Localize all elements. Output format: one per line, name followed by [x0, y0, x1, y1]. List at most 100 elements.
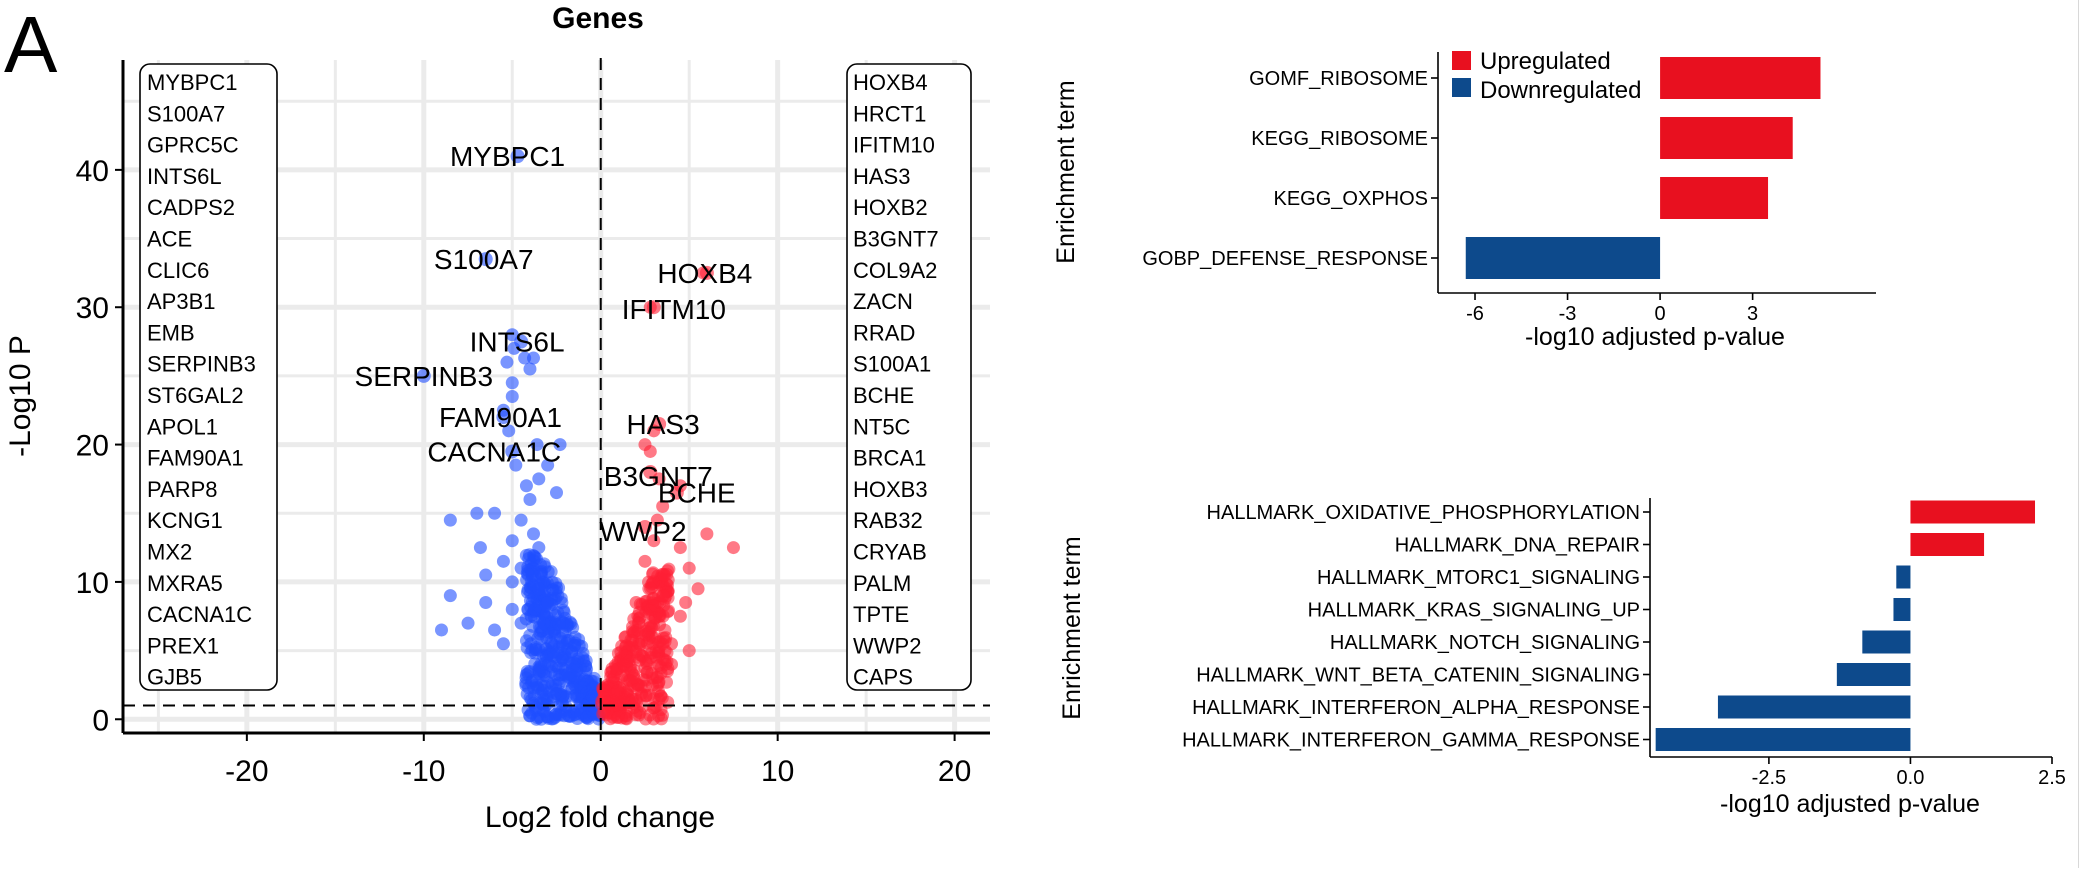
data-point-down — [557, 605, 571, 619]
data-point-down — [488, 623, 502, 637]
data-point-up — [643, 444, 657, 458]
gene-list-item-up: TPTE — [853, 602, 909, 627]
data-point-up — [639, 628, 653, 642]
point-label: CACNA1C — [427, 436, 561, 467]
gene-list-item-up: CAPS — [853, 665, 913, 690]
data-point-up — [691, 582, 705, 596]
data-point-down — [488, 506, 502, 520]
x-tick-label: -3 — [1559, 303, 1577, 325]
legend-label-downregulated: Downregulated — [1480, 77, 1641, 104]
data-point-up — [700, 527, 714, 541]
legend-swatch-downregulated — [1452, 78, 1471, 97]
category-label: HALLMARK_MTORC1_SIGNALING — [1317, 567, 1640, 589]
category-label: GOMF_RIBOSOME — [1249, 68, 1428, 90]
point-label: MYBPC1 — [450, 141, 565, 172]
data-point-down — [526, 527, 540, 541]
gene-list-item-down: SERPINB3 — [147, 352, 256, 377]
data-point-down — [434, 623, 448, 637]
bottom-chart-y-axis-label: Enrichment term — [1058, 536, 1086, 719]
up-gene-list: HOXB4 HRCT1 IFITM10 HAS3 HOXB2 B3GNT7 COL9A2 ZA… — [853, 70, 939, 690]
data-point-up — [665, 657, 679, 671]
category-label: HALLMARK_INTERFERON_ALPHA_RESPONSE — [1192, 697, 1640, 719]
gene-list-item-down: MYBPC1 — [147, 70, 237, 95]
gene-list-item-down: CLIC6 — [147, 258, 209, 283]
gene-list-item-down: MXRA5 — [147, 571, 223, 596]
bar — [1896, 565, 1911, 589]
point-label: BCHE — [658, 478, 736, 509]
data-point-down — [505, 534, 519, 548]
data-point-up — [726, 541, 740, 555]
bar — [1717, 695, 1911, 719]
data-point-down — [443, 513, 457, 527]
point-label: WWP2 — [599, 516, 686, 547]
bar — [1660, 117, 1793, 159]
data-point-up — [682, 561, 696, 575]
top-enrichment-bars — [1465, 57, 1821, 279]
data-point-down — [496, 637, 510, 651]
gene-list-item-up: IFITM10 — [853, 133, 935, 158]
data-point-down — [550, 486, 563, 500]
labeled-point — [652, 416, 667, 431]
labeled-point — [416, 368, 431, 383]
data-point-down — [536, 697, 550, 711]
data-point-down — [532, 472, 546, 486]
bar — [1660, 57, 1821, 99]
gene-list-item-down: FAM90A1 — [147, 446, 244, 471]
legend-swatch-upregulated — [1452, 51, 1471, 70]
labeled-point — [669, 485, 684, 500]
data-point-up — [610, 662, 624, 676]
data-point-up — [652, 709, 666, 723]
data-point-down — [570, 663, 584, 677]
data-point-down — [548, 668, 562, 682]
data-point-down — [540, 650, 554, 664]
down-gene-list-box — [139, 63, 278, 691]
data-point-down — [580, 662, 594, 676]
data-point-up — [629, 596, 643, 610]
data-point-up — [609, 698, 623, 712]
gene-list-item-down: ST6GAL2 — [147, 383, 244, 408]
data-point-down — [544, 565, 558, 579]
gene-list-item-down: S100A7 — [147, 101, 225, 126]
data-point-up — [654, 689, 668, 703]
x-tick-label: 0.0 — [1897, 767, 1925, 789]
data-point-down — [532, 582, 546, 596]
data-point-down — [473, 541, 487, 555]
x-tick-label: -20 — [225, 755, 268, 788]
bottom-chart-x-ticks: -2.5 0.0 2.5 — [1752, 757, 2066, 789]
data-point-down — [556, 616, 570, 630]
volcano-title: Genes — [552, 2, 644, 35]
labeled-point — [514, 334, 529, 349]
point-label: SERPINB3 — [355, 361, 494, 392]
x-tick-label: 0 — [592, 755, 609, 788]
labeled-point — [699, 265, 714, 280]
data-point-down — [553, 438, 567, 452]
bottom-enrichment-chart: HALLMARK_OXIDATIVE_PHOSPHORYLATION HALLMA… — [1058, 498, 2066, 818]
up-gene-list-box — [846, 63, 972, 691]
data-point-up — [627, 671, 641, 685]
bar — [1836, 663, 1911, 686]
data-point-up — [644, 651, 658, 665]
category-label: HALLMARK_KRAS_SIGNALING_UP — [1308, 600, 1640, 622]
data-point-up — [656, 589, 670, 603]
data-point-down — [555, 651, 569, 665]
data-point-down — [523, 362, 537, 376]
data-point-down — [541, 596, 555, 610]
data-point-up — [647, 534, 661, 548]
x-tick-label: -10 — [402, 755, 445, 788]
category-label: HALLMARK_DNA_REPAIR — [1395, 535, 1640, 557]
point-label: HOXB4 — [657, 258, 752, 289]
data-point-down — [547, 690, 561, 704]
gene-list-item-up: HAS3 — [853, 164, 910, 189]
data-point-up — [657, 568, 671, 582]
data-point-down — [519, 479, 533, 493]
gene-list-item-up: ZACN — [853, 289, 913, 314]
data-point-down — [505, 575, 519, 589]
volcano-y-axis-label: -Log10 P — [4, 335, 37, 457]
data-point-down — [461, 616, 475, 630]
data-point-down — [540, 710, 554, 724]
data-point-down — [541, 458, 555, 472]
data-point-down — [509, 458, 523, 472]
labeled-point — [478, 252, 493, 267]
x-tick-label: 3 — [1747, 303, 1758, 325]
